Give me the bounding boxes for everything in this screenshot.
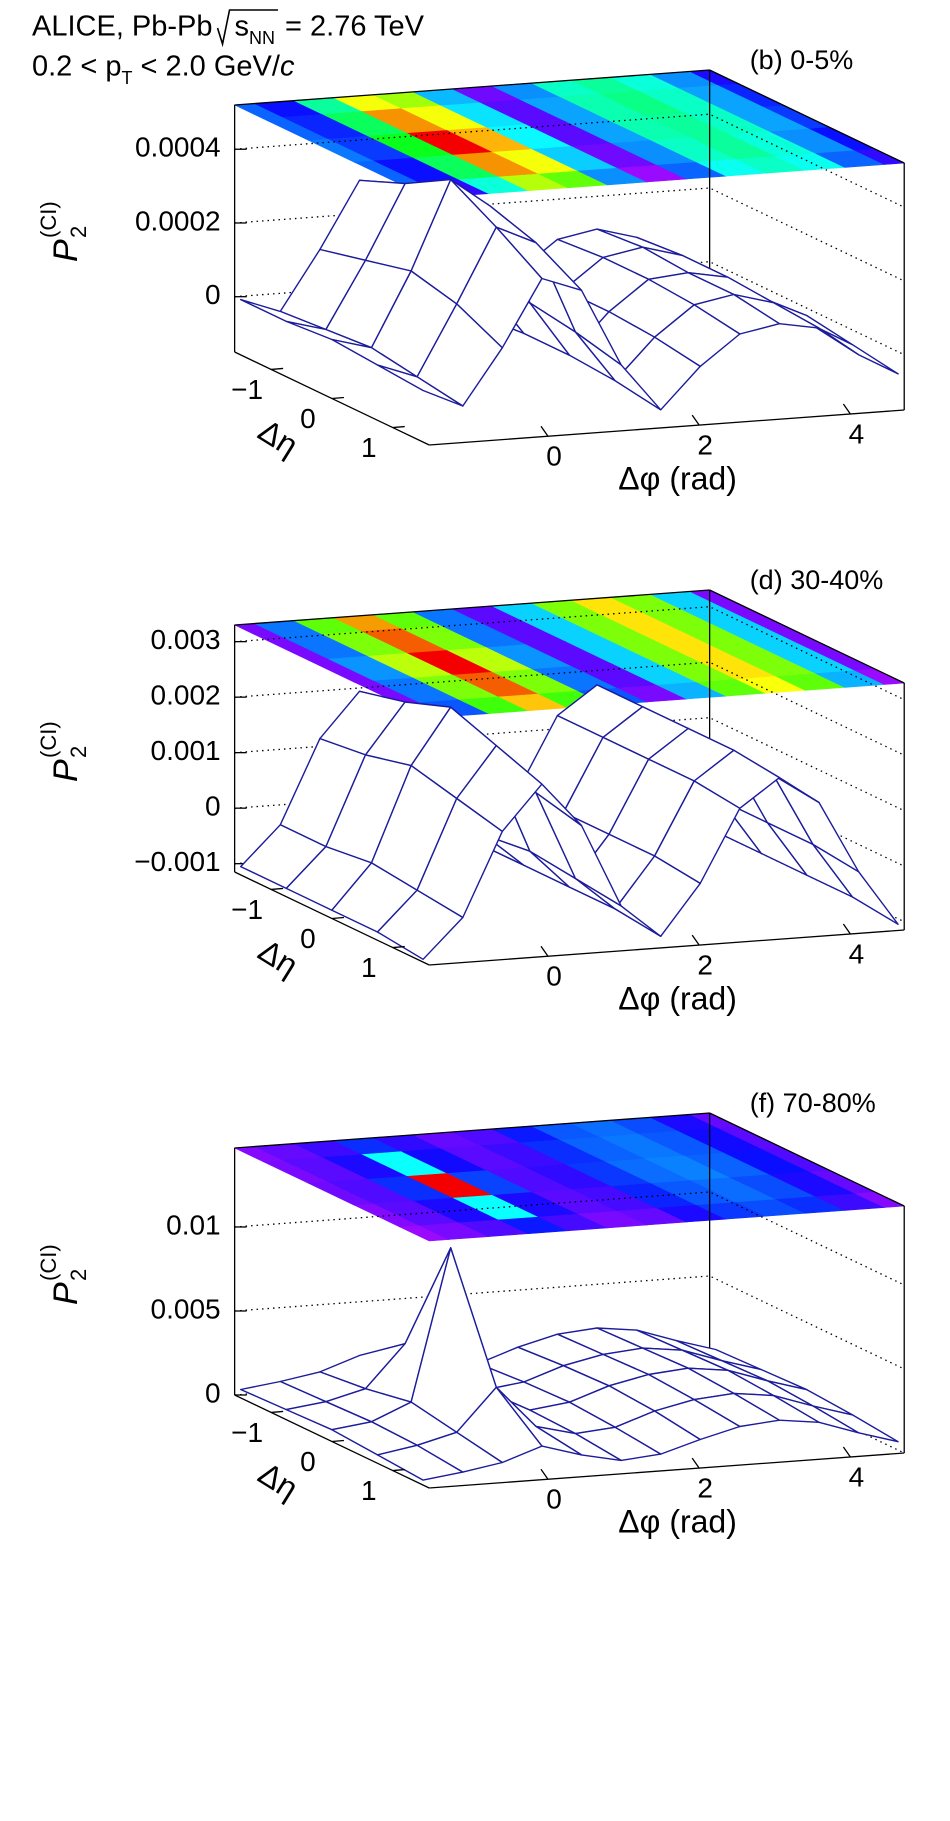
x-tick xyxy=(540,945,549,957)
header-subscript: NN xyxy=(249,28,275,48)
y-axis-title: Δη xyxy=(252,1455,304,1506)
y-tick xyxy=(271,887,284,891)
y-tick xyxy=(331,1439,344,1443)
header-text: < 2.0 GeV/ xyxy=(141,51,281,83)
x-tick xyxy=(540,425,549,437)
z-tick-label: 0 xyxy=(205,1377,221,1408)
x-tick-label: 2 xyxy=(697,429,713,460)
z-tick-label: 0 xyxy=(205,791,221,822)
x-tick-label: 4 xyxy=(849,938,865,969)
z-tick-label: −0.001 xyxy=(134,846,220,877)
panel-label: (b) 0-5% xyxy=(750,45,854,75)
x-axis-title: Δφ (rad) xyxy=(618,980,737,1016)
x-axis-title: Δφ (rad) xyxy=(618,460,737,496)
x-tick xyxy=(842,403,851,415)
z-tick-label: 0 xyxy=(205,279,221,310)
z-tick-label: 0.0002 xyxy=(135,205,221,236)
y-tick-label: 0 xyxy=(300,923,316,954)
y-tick xyxy=(392,945,405,949)
z-axis-title-sub: 2 xyxy=(66,746,91,758)
z-tick-label: 0.005 xyxy=(151,1293,221,1324)
box-edge xyxy=(234,1112,710,1149)
x-axis-title: Δφ (rad) xyxy=(618,1503,737,1539)
x-tick-label: 4 xyxy=(849,418,865,449)
y-tick-label: 1 xyxy=(361,952,377,983)
z-axis-title-group: P(CI) 2 xyxy=(36,721,91,782)
y-tick xyxy=(392,425,405,429)
z-tick-label: 0.002 xyxy=(151,680,221,711)
z-axis-title: P xyxy=(47,239,85,262)
z-tick-label: 0.003 xyxy=(151,624,221,655)
y-tick-label: −1 xyxy=(231,1417,263,1448)
surface-cell xyxy=(376,364,464,407)
y-tick-label: 1 xyxy=(361,432,377,463)
x-tick xyxy=(842,923,851,935)
z-tick-label: 0.0004 xyxy=(135,132,221,163)
y-tick xyxy=(331,916,344,920)
y-tick-label: 0 xyxy=(300,1446,316,1477)
y-tick-label: 0 xyxy=(300,403,316,434)
header-subscript: T xyxy=(122,68,133,88)
box-edge xyxy=(429,1452,905,1489)
header-text: 0.2 < p xyxy=(32,51,122,83)
x-tick-label: 2 xyxy=(697,1472,713,1503)
box-edge xyxy=(429,409,905,446)
z-axis-title-group: P(CI) 2 xyxy=(36,1244,91,1305)
x-tick-label: 0 xyxy=(546,1484,562,1515)
x-tick xyxy=(691,1457,700,1469)
z-axis-title: P xyxy=(47,759,85,782)
y-tick xyxy=(271,367,284,371)
box-edge xyxy=(709,69,905,164)
box-edge xyxy=(709,589,905,684)
z-axis-title: P xyxy=(47,1282,85,1305)
box-edge xyxy=(234,69,710,106)
header-text: s xyxy=(235,11,250,43)
x-tick xyxy=(842,1446,851,1458)
panel-label: (f) 70-80% xyxy=(750,1088,876,1118)
surface-cell xyxy=(376,889,464,960)
y-tick xyxy=(331,396,344,400)
z-axis-title-group: P(CI) 2 xyxy=(36,201,91,262)
y-tick-label: 1 xyxy=(361,1475,377,1506)
y-axis-title-group: Δη xyxy=(252,932,304,983)
y-tick xyxy=(271,1410,284,1414)
surface-cell xyxy=(376,1444,464,1481)
panel-label: (d) 30-40% xyxy=(750,565,884,595)
y-tick-label: −1 xyxy=(231,374,263,405)
box-edge xyxy=(234,589,710,626)
z-axis-title-sub: 2 xyxy=(66,226,91,238)
y-axis-title-group: Δη xyxy=(252,412,304,463)
z-tick-label: 0.001 xyxy=(151,735,221,766)
z-axis-title-sub: 2 xyxy=(66,1269,91,1281)
x-tick-label: 4 xyxy=(849,1461,865,1492)
header-text: ALICE, Pb-Pb xyxy=(32,11,213,43)
x-tick xyxy=(540,1468,549,1480)
header-text: = 2.76 TeV xyxy=(285,11,425,43)
y-tick xyxy=(392,1468,405,1472)
z-axis-title-sup: (CI) xyxy=(36,1244,61,1281)
y-axis-title-group: Δη xyxy=(252,1455,304,1506)
box-edge xyxy=(429,929,905,966)
x-tick xyxy=(691,414,700,426)
y-tick-label: −1 xyxy=(231,894,263,925)
x-tick-label: 0 xyxy=(546,441,562,472)
box-edge xyxy=(709,1112,905,1207)
x-tick-label: 0 xyxy=(546,961,562,992)
z-tick-label: 0.01 xyxy=(166,1209,221,1240)
y-axis-title: Δη xyxy=(252,412,304,463)
y-axis-title: Δη xyxy=(252,932,304,983)
x-tick xyxy=(691,934,700,946)
sqrt-sign xyxy=(216,9,279,48)
z-axis-title-sup: (CI) xyxy=(36,721,61,758)
header-text: c xyxy=(280,51,295,83)
x-tick-label: 2 xyxy=(697,949,713,980)
z-axis-title-sup: (CI) xyxy=(36,201,61,238)
